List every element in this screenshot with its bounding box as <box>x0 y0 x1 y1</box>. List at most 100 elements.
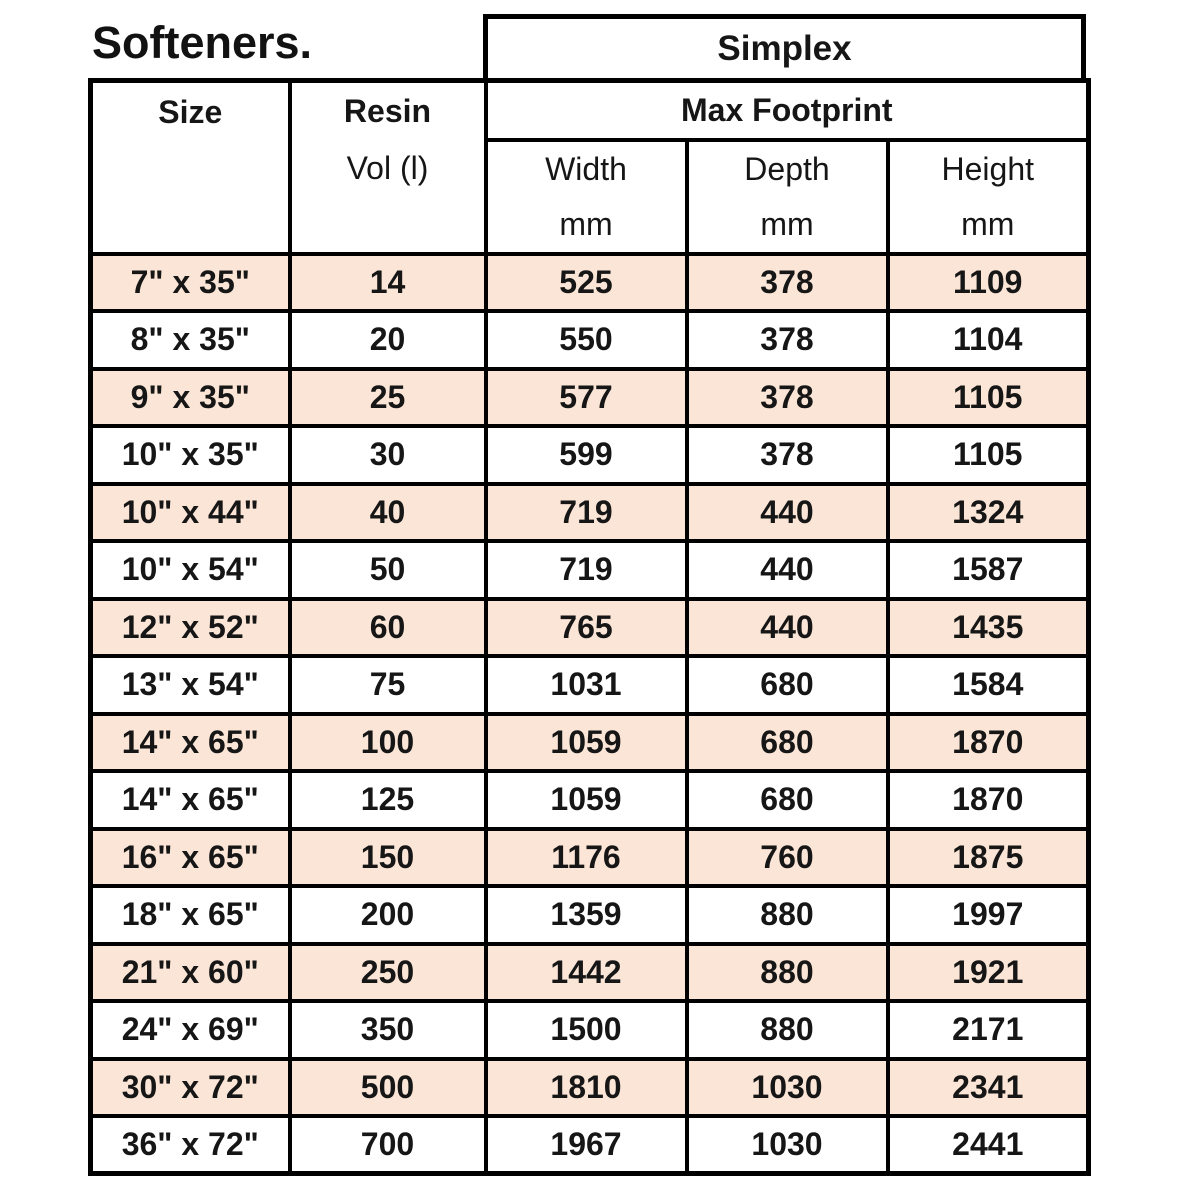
size-cell: 36" x 72" <box>88 1114 292 1176</box>
width-cell: 1059 <box>483 769 689 831</box>
height-cell: 1105 <box>885 366 1091 428</box>
simplex-header-box: Simplex <box>483 14 1086 78</box>
table-row: 12" x 52" 60 765 440 1435 <box>88 596 1091 658</box>
table-body: 7" x 35" 14 525 378 1109 8" x 35" 20 550 378 1104… <box>88 251 1091 1176</box>
resin-vol-cell: 75 <box>287 654 488 716</box>
depth-cell: 760 <box>684 826 890 888</box>
resin-vol-cell: 350 <box>287 999 488 1061</box>
height-cell: 1587 <box>885 539 1091 601</box>
depth-label: Depth <box>744 150 830 187</box>
column-header-resin: Resin Vol (l) <box>287 78 488 256</box>
depth-cell: 378 <box>684 366 890 428</box>
depth-cell: 680 <box>684 769 890 831</box>
resin-unit-label: Vol (l) <box>346 150 429 186</box>
width-cell: 1359 <box>483 884 689 946</box>
size-cell: 13" x 54" <box>88 654 292 716</box>
depth-cell: 1030 <box>684 1114 890 1176</box>
height-cell: 1870 <box>885 711 1091 773</box>
width-cell: 1059 <box>483 711 689 773</box>
resin-vol-cell: 700 <box>287 1114 488 1176</box>
depth-unit-label: mm <box>760 205 814 242</box>
width-label: Width <box>545 150 627 187</box>
column-header-depth: Depth mm <box>684 137 890 256</box>
height-label: Height <box>941 150 1035 187</box>
table-row: 30" x 72" 500 1810 1030 2341 <box>88 1056 1091 1118</box>
resin-vol-cell: 20 <box>287 309 488 371</box>
resin-vol-cell: 500 <box>287 1056 488 1118</box>
size-cell: 10" x 44" <box>88 481 292 543</box>
table-row: 14" x 65" 125 1059 680 1870 <box>88 769 1091 831</box>
resin-vol-cell: 100 <box>287 711 488 773</box>
depth-cell: 880 <box>684 941 890 1003</box>
table-row: 14" x 65" 100 1059 680 1870 <box>88 711 1091 773</box>
height-cell: 2441 <box>885 1114 1091 1176</box>
size-cell: 12" x 52" <box>88 596 292 658</box>
size-cell: 8" x 35" <box>88 309 292 371</box>
resin-vol-cell: 40 <box>287 481 488 543</box>
width-cell: 550 <box>483 309 689 371</box>
depth-cell: 440 <box>684 596 890 658</box>
height-unit-label: mm <box>961 205 1015 242</box>
size-cell: 21" x 60" <box>88 941 292 1003</box>
width-cell: 765 <box>483 596 689 658</box>
width-cell: 1967 <box>483 1114 689 1176</box>
table-row: 18" x 65" 200 1359 880 1997 <box>88 884 1091 946</box>
resin-vol-cell: 30 <box>287 424 488 486</box>
table-row: 13" x 54" 75 1031 680 1584 <box>88 654 1091 716</box>
table-row: 24" x 69" 350 1500 880 2171 <box>88 999 1091 1061</box>
width-cell: 599 <box>483 424 689 486</box>
size-cell: 14" x 65" <box>88 711 292 773</box>
table-row: 9" x 35" 25 577 378 1105 <box>88 366 1091 428</box>
depth-cell: 680 <box>684 711 890 773</box>
depth-cell: 378 <box>684 251 890 313</box>
header-row-1: Size Resin Vol (l) Max Footprint <box>88 78 1091 256</box>
size-cell: 9" x 35" <box>88 366 292 428</box>
size-cell: 10" x 54" <box>88 539 292 601</box>
resin-vol-cell: 50 <box>287 539 488 601</box>
depth-cell: 378 <box>684 424 890 486</box>
width-cell: 1500 <box>483 999 689 1061</box>
height-cell: 2341 <box>885 1056 1091 1118</box>
width-cell: 1176 <box>483 826 689 888</box>
size-cell: 7" x 35" <box>88 251 292 313</box>
width-cell: 577 <box>483 366 689 428</box>
header-row-2: Width mm Depth mm Height mm <box>91 137 1091 256</box>
height-cell: 1109 <box>885 251 1091 313</box>
table-row: 10" x 44" 40 719 440 1324 <box>88 481 1091 543</box>
width-cell: 719 <box>483 539 689 601</box>
resin-vol-cell: 250 <box>287 941 488 1003</box>
page-title: Softeners. <box>92 17 313 68</box>
height-cell: 1584 <box>885 654 1091 716</box>
height-cell: 1870 <box>885 769 1091 831</box>
resin-vol-cell: 25 <box>287 366 488 428</box>
simplex-label: Simplex <box>717 28 852 68</box>
column-header-height: Height mm <box>885 137 1091 256</box>
depth-cell: 1030 <box>684 1056 890 1118</box>
depth-cell: 880 <box>684 999 890 1061</box>
resin-vol-cell: 60 <box>287 596 488 658</box>
height-cell: 1324 <box>885 481 1091 543</box>
height-cell: 1105 <box>885 424 1091 486</box>
width-cell: 1810 <box>483 1056 689 1118</box>
table-row: 8" x 35" 20 550 378 1104 <box>88 309 1091 371</box>
height-cell: 1435 <box>885 596 1091 658</box>
height-cell: 1104 <box>885 309 1091 371</box>
depth-cell: 378 <box>684 309 890 371</box>
depth-cell: 440 <box>684 481 890 543</box>
depth-cell: 440 <box>684 539 890 601</box>
height-cell: 1921 <box>885 941 1091 1003</box>
resin-vol-cell: 200 <box>287 884 488 946</box>
size-cell: 24" x 69" <box>88 999 292 1061</box>
column-header-width: Width mm <box>483 137 689 256</box>
width-cell: 1031 <box>483 654 689 716</box>
table-row: 36" x 72" 700 1967 1030 2441 <box>88 1114 1091 1176</box>
table-row: 21" x 60" 250 1442 880 1921 <box>88 941 1091 1003</box>
table-row: 10" x 54" 50 719 440 1587 <box>88 539 1091 601</box>
resin-vol-cell: 14 <box>287 251 488 313</box>
table-header: Size Resin Vol (l) Max Footprint Width m… <box>88 78 1091 256</box>
size-cell: 14" x 65" <box>88 769 292 831</box>
height-cell: 1875 <box>885 826 1091 888</box>
resin-label: Resin <box>343 93 432 129</box>
size-cell: 16" x 65" <box>88 826 292 888</box>
